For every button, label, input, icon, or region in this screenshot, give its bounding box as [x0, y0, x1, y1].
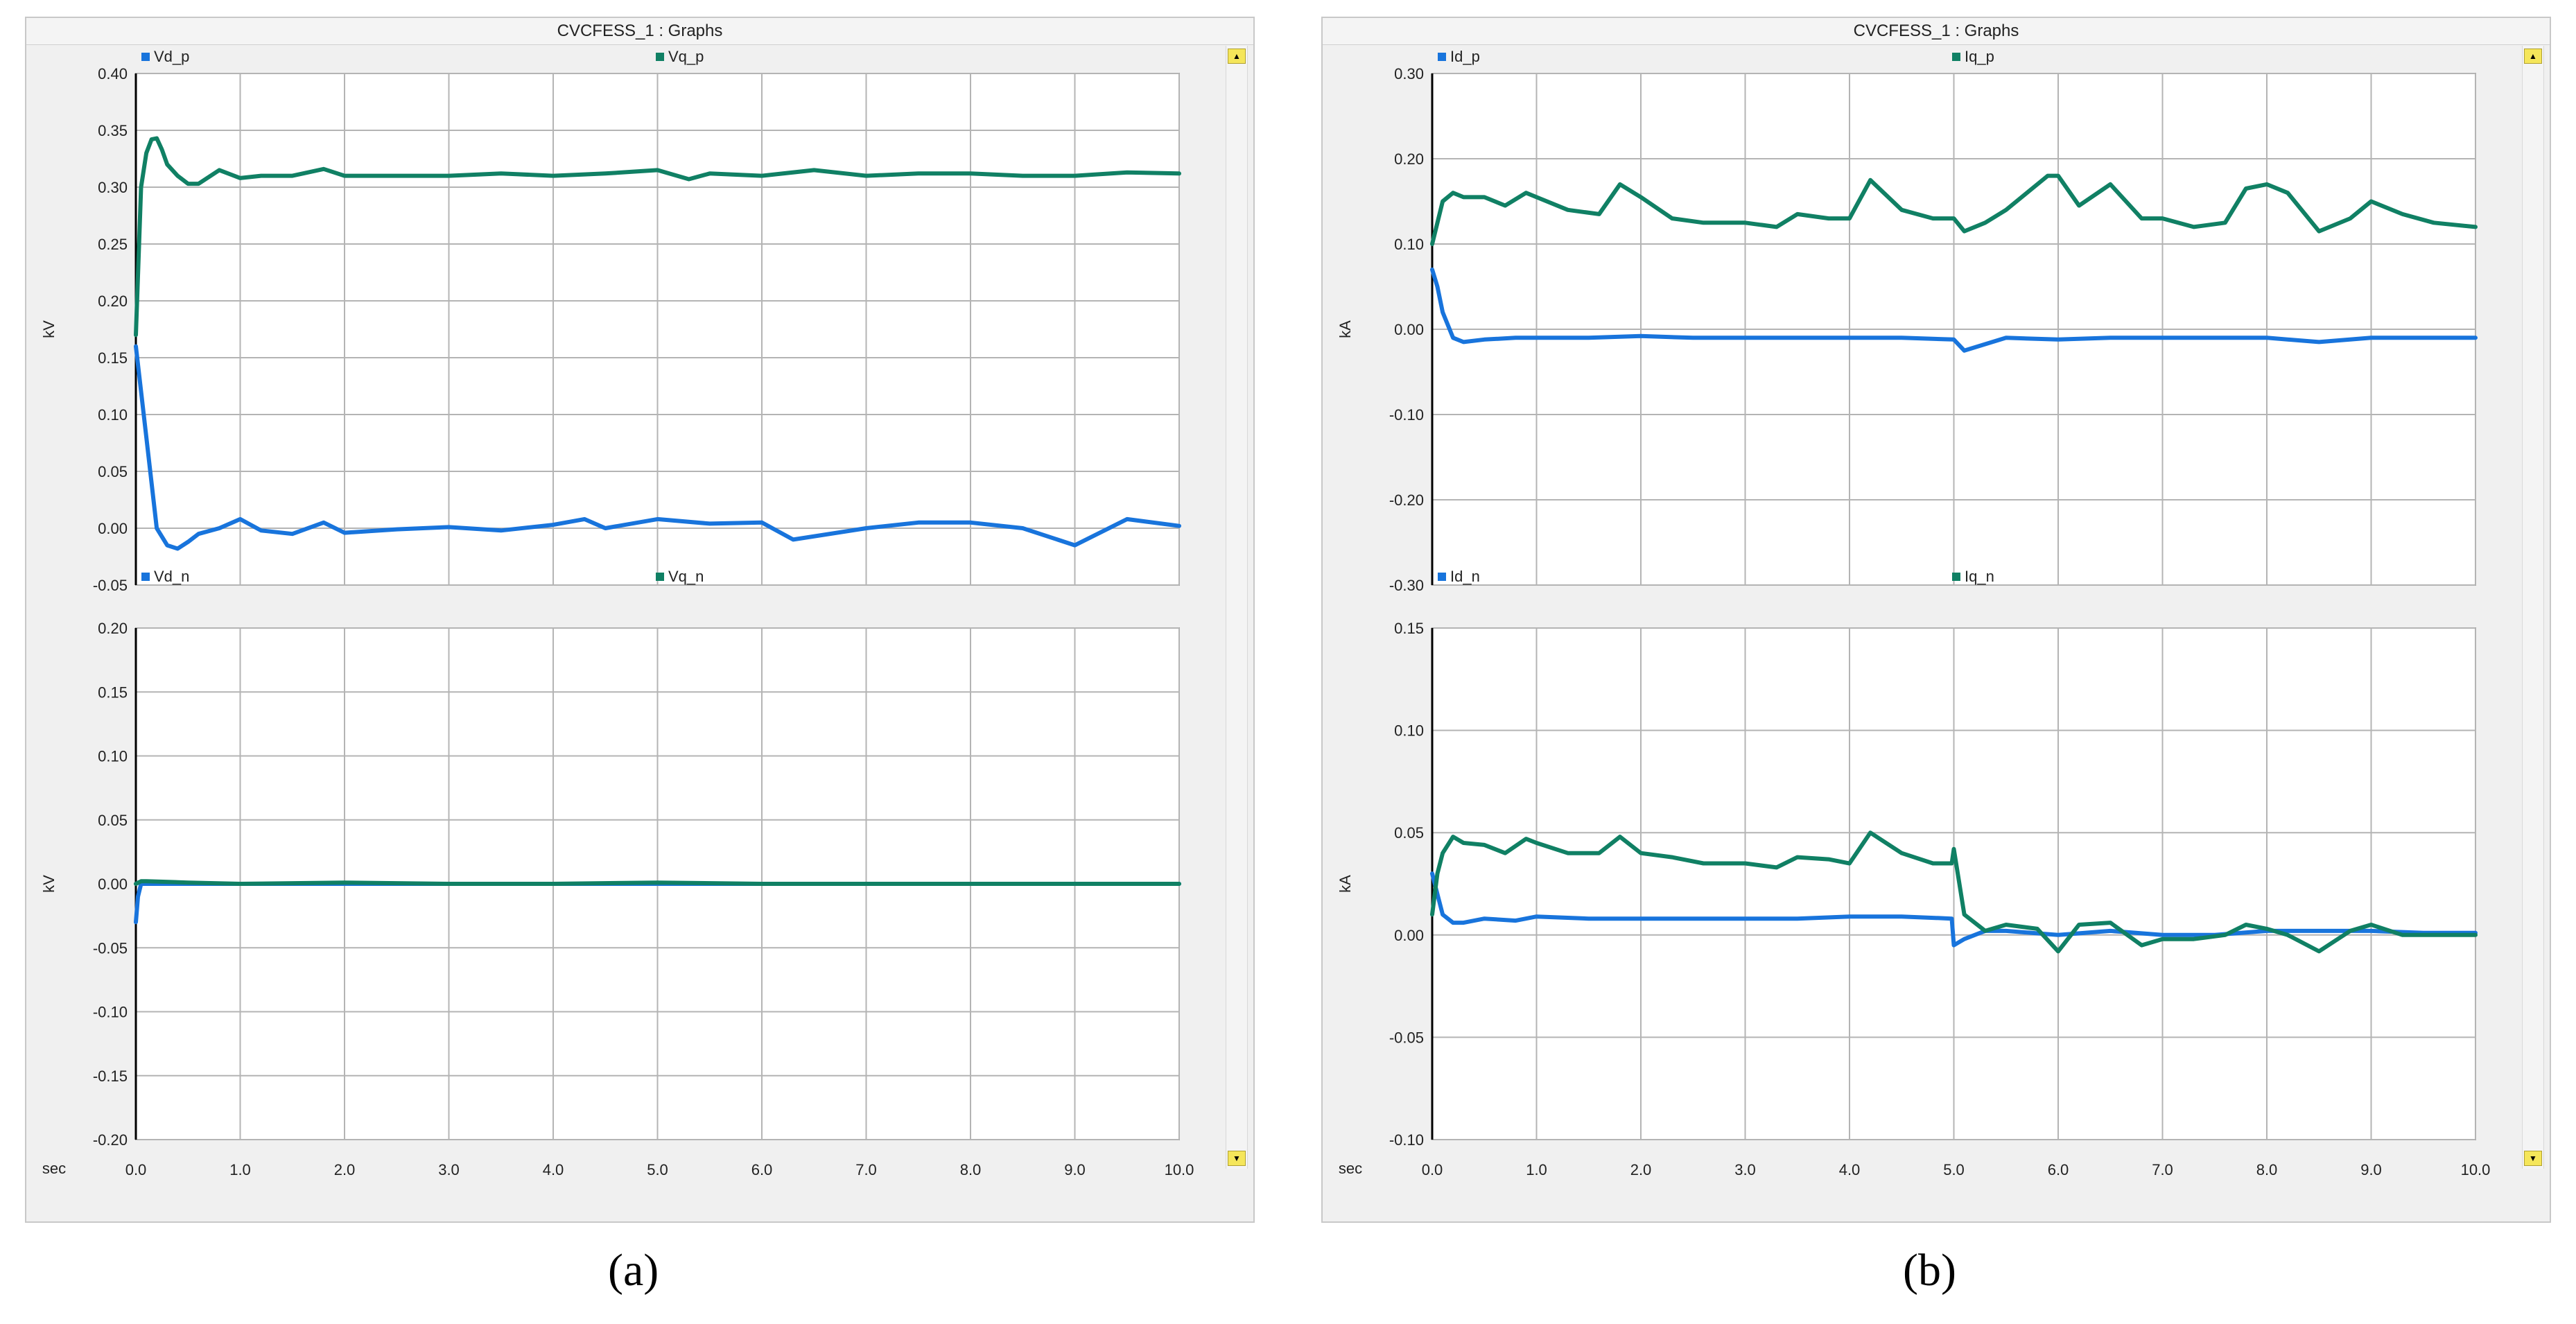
y-tick-label: 0.05 — [1394, 824, 1424, 842]
scroll-down-icon[interactable]: ▼ — [1228, 1151, 1246, 1166]
x-tick-label: 9.0 — [1064, 1161, 1086, 1178]
legend-swatch — [141, 573, 150, 581]
panel-caption-b: (b) — [1903, 1245, 1956, 1296]
y-tick-label: -0.05 — [1389, 1029, 1424, 1046]
y-tick-label: 0.15 — [98, 349, 128, 367]
y-tick-label: -0.10 — [1389, 1131, 1424, 1149]
scroll-up-icon[interactable]: ▲ — [1228, 49, 1246, 64]
x-tick-label: 2.0 — [1630, 1161, 1652, 1178]
x-tick-label: 7.0 — [855, 1161, 877, 1178]
x-tick-label: 3.0 — [1734, 1161, 1756, 1178]
y-tick-label: -0.05 — [93, 577, 128, 594]
legend-swatch — [1438, 573, 1446, 581]
x-tick-label: 6.0 — [751, 1161, 773, 1178]
x-tick-label: 0.0 — [125, 1161, 147, 1178]
legend-swatch — [141, 53, 150, 61]
legend-label: Iq_n — [1965, 568, 1994, 585]
x-tick-label: 10.0 — [2461, 1161, 2491, 1178]
vertical-scrollbar[interactable]: ▲ ▼ — [2522, 46, 2544, 1169]
y-axis-label: kV — [40, 320, 58, 338]
x-tick-label: 0.0 — [1422, 1161, 1443, 1178]
legend-label: Vd_n — [154, 568, 189, 585]
y-tick-label: -0.30 — [1389, 577, 1424, 594]
x-tick-label: 8.0 — [960, 1161, 982, 1178]
series-line-Iq_n — [1430, 830, 2478, 954]
series-line-Vq_n — [134, 879, 1181, 886]
x-tick-label: 4.0 — [543, 1161, 564, 1178]
x-tick-label: 4.0 — [1839, 1161, 1861, 1178]
x-axis-label: sec — [1339, 1160, 1362, 1177]
x-tick-label: 1.0 — [229, 1161, 251, 1178]
y-axis-label: kA — [1337, 320, 1354, 338]
y-tick-label: 0.00 — [1394, 321, 1424, 338]
legend-swatch — [1952, 573, 1960, 581]
legend-label: Vd_p — [154, 48, 189, 65]
y-tick-label: -0.10 — [93, 1004, 128, 1021]
series-line-Vq_p — [134, 136, 1181, 338]
y-tick-label: 0.20 — [1394, 150, 1424, 168]
x-tick-label: 5.0 — [1943, 1161, 1965, 1178]
y-tick-label: 0.10 — [1394, 722, 1424, 740]
x-tick-label: 5.0 — [647, 1161, 668, 1178]
legend-label: Iq_p — [1965, 48, 1994, 65]
y-tick-label: 0.30 — [1394, 65, 1424, 82]
legend-swatch — [1438, 53, 1446, 61]
y-tick-label: 0.35 — [98, 122, 128, 139]
legend-swatch — [656, 53, 664, 61]
y-tick-label: -0.20 — [93, 1131, 128, 1149]
y-axis-label: kV — [40, 875, 58, 893]
scroll-up-icon[interactable]: ▲ — [2524, 49, 2542, 64]
y-tick-label: 0.05 — [98, 812, 128, 829]
y-tick-label: -0.15 — [93, 1068, 128, 1085]
y-tick-label: 0.00 — [98, 876, 128, 893]
y-axis-label: kA — [1337, 875, 1354, 893]
x-tick-label: 2.0 — [334, 1161, 356, 1178]
x-tick-label: 1.0 — [1526, 1161, 1547, 1178]
scroll-down-icon[interactable]: ▼ — [2524, 1151, 2542, 1166]
series-line-Iq_p — [1430, 173, 2478, 246]
x-tick-label: 3.0 — [438, 1161, 460, 1178]
y-tick-label: 0.05 — [98, 463, 128, 480]
x-tick-label: 8.0 — [2256, 1161, 2278, 1178]
x-tick-label: 10.0 — [1165, 1161, 1194, 1178]
series-line-Vd_p — [134, 344, 1181, 551]
y-tick-label: 0.10 — [98, 748, 128, 765]
vertical-scrollbar[interactable]: ▲ ▼ — [1226, 46, 1248, 1169]
x-tick-label: 7.0 — [2152, 1161, 2173, 1178]
y-tick-label: 0.25 — [98, 236, 128, 253]
y-tick-label: -0.05 — [93, 939, 128, 957]
y-tick-label: 0.10 — [98, 406, 128, 424]
y-tick-label: -0.10 — [1389, 406, 1424, 424]
y-tick-label: 0.15 — [1394, 620, 1424, 637]
x-axis-label: sec — [42, 1160, 66, 1177]
x-tick-label: 6.0 — [2048, 1161, 2069, 1178]
y-tick-label: 0.40 — [98, 65, 128, 82]
panel-caption-a: (a) — [608, 1245, 659, 1296]
y-tick-label: 0.20 — [98, 293, 128, 310]
series-line-Id_p — [1430, 267, 2478, 353]
legend-swatch — [1952, 53, 1960, 61]
legend-label: Vq_p — [668, 48, 704, 65]
legend-label: Id_p — [1450, 48, 1480, 65]
x-tick-label: 9.0 — [2360, 1161, 2382, 1178]
legend-swatch — [656, 573, 664, 581]
window-title: CVCFESS_1 : Graphs — [26, 18, 1253, 45]
legend-label: Vq_n — [668, 568, 704, 585]
y-tick-label: 0.00 — [98, 520, 128, 537]
y-tick-label: -0.20 — [1389, 491, 1424, 509]
y-tick-label: 0.30 — [98, 179, 128, 196]
y-tick-label: 0.15 — [98, 683, 128, 701]
y-tick-label: 0.10 — [1394, 236, 1424, 253]
window-title: CVCFESS_1 : Graphs — [1323, 18, 2550, 45]
y-tick-label: 0.00 — [1394, 927, 1424, 944]
y-tick-label: 0.20 — [98, 620, 128, 637]
legend-label: Id_n — [1450, 568, 1480, 585]
